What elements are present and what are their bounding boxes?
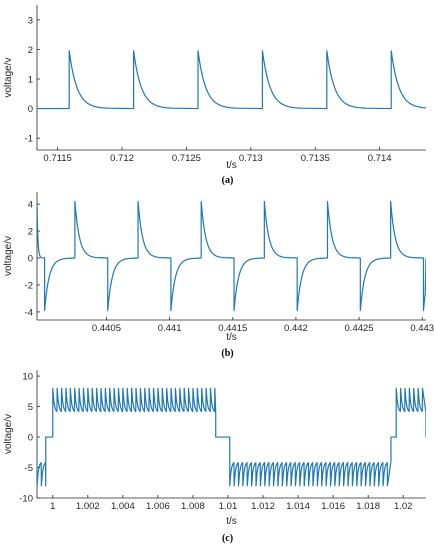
x-tick-label: 0.4425 <box>345 323 374 334</box>
x-tick-label: 0.4415 <box>218 323 247 334</box>
panel-2: 0.4405 0.441 0.4415 0.442 0.4425 0.443 -4 -2 0 2 4… <box>3 192 434 359</box>
series-line <box>37 200 426 312</box>
panel-3: 1 1.002 1.004 1.006 1.008 1.01 1.012 1.014 1.016… <box>3 370 426 544</box>
series-line <box>37 387 426 487</box>
y-axis-label: voltage/v <box>3 57 14 97</box>
y-tick-label: 2 <box>28 227 33 238</box>
x-tick-label: 1.02 <box>394 501 413 512</box>
x-tick-label: 1.002 <box>76 501 100 512</box>
x-tick-label: 1.01 <box>219 501 238 512</box>
y-tick-label: -2 <box>25 280 33 291</box>
y-tick-label: -1 <box>25 134 33 145</box>
panel-caption: (b) <box>221 348 233 359</box>
y-tick-label: -4 <box>25 307 33 318</box>
x-tick-label: 0.442 <box>284 323 308 334</box>
y-tick-label: 5 <box>28 402 33 413</box>
y-tick-label: 10 <box>22 372 33 383</box>
x-tick-label: 0.7125 <box>172 153 201 164</box>
y-tick-label: -10 <box>19 494 33 505</box>
x-tick-label: 1 <box>50 501 55 512</box>
x-tick-label: 1.012 <box>251 501 275 512</box>
y-tick-label: 0 <box>28 104 33 115</box>
x-tick-label: 0.712 <box>110 153 134 164</box>
x-axis-label: t/s <box>226 332 237 343</box>
x-tick-label: 0.713 <box>239 153 263 164</box>
panel-1: 0.7115 0.712 0.7125 0.713 0.7135 0.714 -1 0 1 2 3 t… <box>3 5 426 186</box>
series-line <box>37 50 426 110</box>
panel-caption: (c) <box>222 533 233 544</box>
x-tick-label: 1.006 <box>146 501 170 512</box>
x-tick-label: 1.014 <box>286 501 310 512</box>
x-axis-label: t/s <box>226 516 237 527</box>
x-tick-label: 1.018 <box>356 501 380 512</box>
y-tick-label: 3 <box>28 15 33 26</box>
x-tick-label: 0.4405 <box>92 323 121 334</box>
x-tick-label: 0.443 <box>410 323 434 334</box>
panel-caption: (a) <box>222 175 234 186</box>
y-axis-label: voltage/v <box>3 236 14 276</box>
y-tick-label: 0 <box>28 433 33 444</box>
y-tick-label: -5 <box>25 463 33 474</box>
x-tick-label: 0.7135 <box>301 153 330 164</box>
x-tick-label: 0.7115 <box>43 153 71 164</box>
x-tick-label: 1.016 <box>321 501 345 512</box>
y-tick-label: 0 <box>28 254 33 265</box>
y-tick-label: 4 <box>28 200 33 211</box>
x-tick-label: 1.004 <box>111 501 135 512</box>
x-tick-label: 0.441 <box>158 323 182 334</box>
y-tick-label: 1 <box>28 74 33 85</box>
x-tick-label: 0.714 <box>368 153 392 164</box>
y-tick-label: 2 <box>28 45 33 56</box>
y-axis-label: voltage/v <box>3 414 14 454</box>
x-tick-label: 1.008 <box>181 501 205 512</box>
x-axis-label: t/s <box>226 160 237 171</box>
